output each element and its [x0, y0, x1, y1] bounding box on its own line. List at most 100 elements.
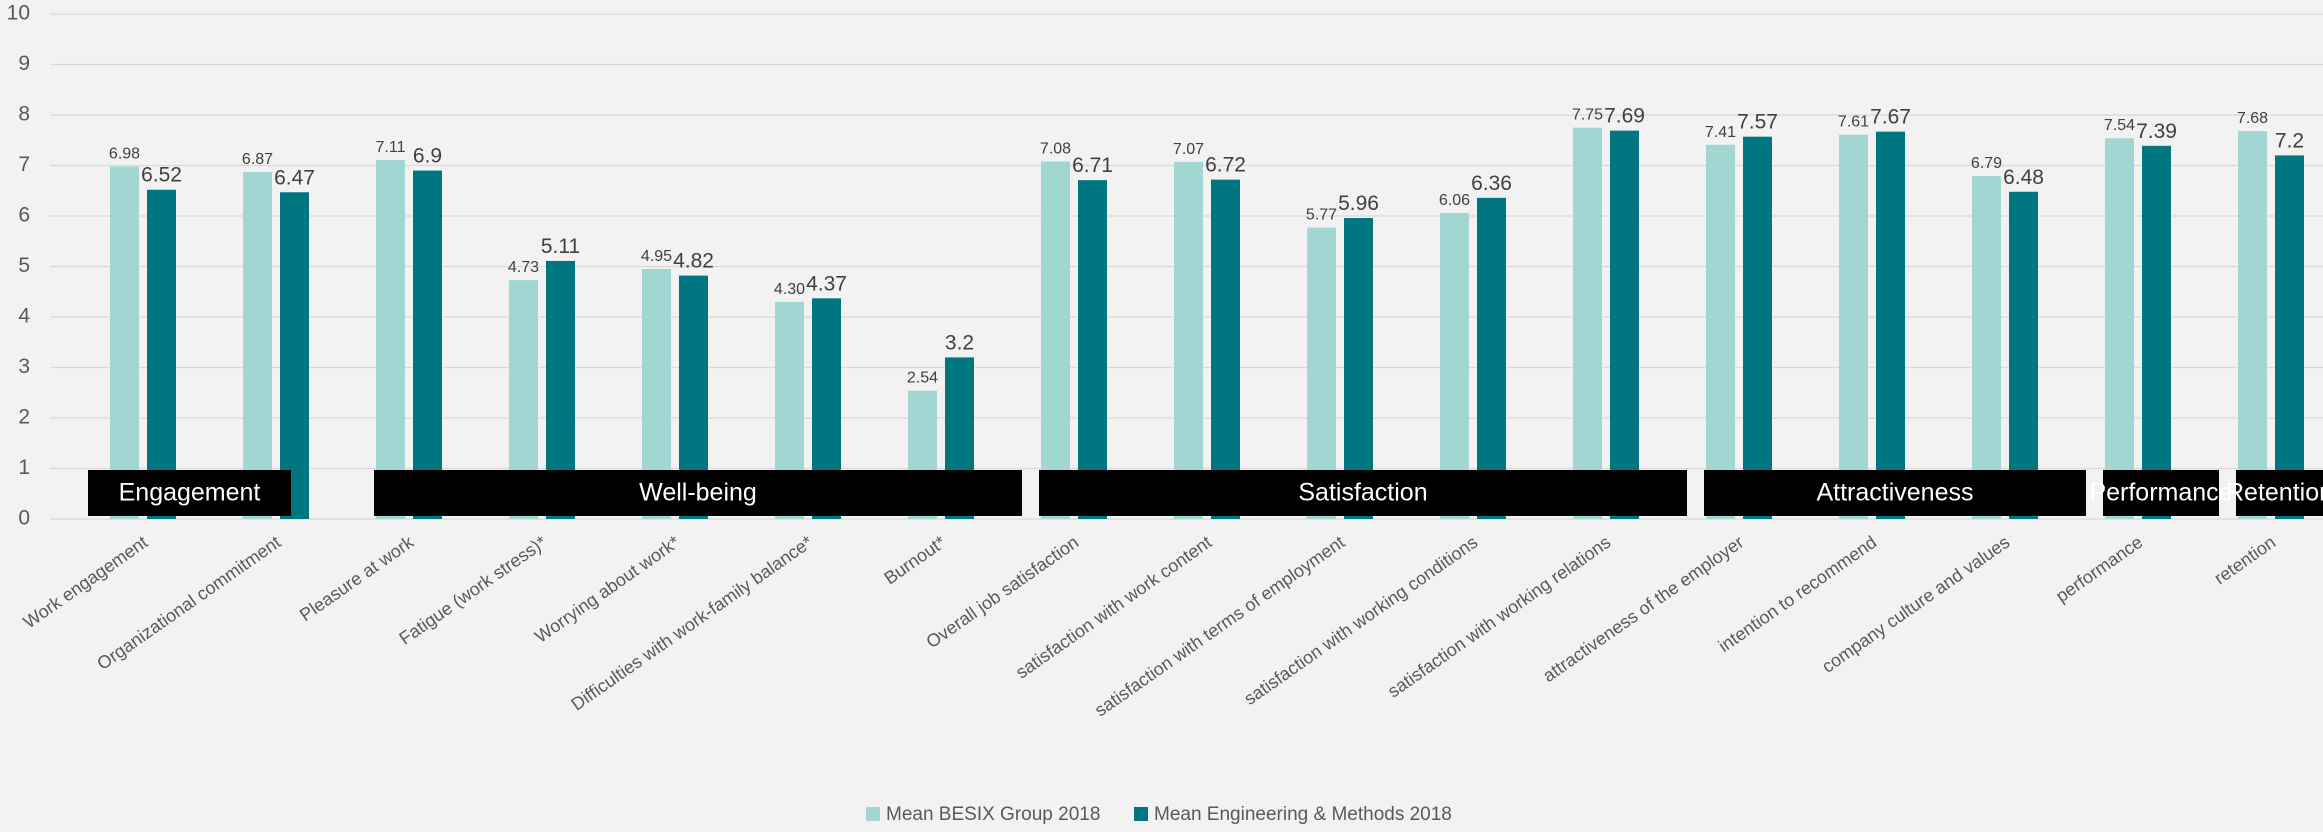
data-label: 3.2 [945, 331, 974, 354]
legend-swatch [866, 807, 880, 821]
legend: Mean BESIX Group 2018 Mean Engineering & … [866, 804, 1452, 825]
y-tick-label: 6 [18, 204, 30, 227]
data-label: 6.87 [242, 151, 273, 168]
data-label: 7.69 [1604, 105, 1645, 128]
data-label: 6.98 [109, 146, 140, 163]
data-label: 5.77 [1306, 207, 1337, 224]
data-label: 6.79 [1971, 155, 2002, 172]
x-tick-label: Work engagement [20, 532, 152, 633]
x-tick-label: retention [2210, 532, 2279, 589]
x-tick-label: Difficulties with work-family balance* [567, 532, 816, 715]
data-label: 7.67 [1870, 106, 1911, 129]
group-banner [2236, 470, 2323, 516]
x-tick-label: Fatigue (work stress)* [395, 532, 550, 649]
data-label: 7.11 [376, 139, 406, 156]
data-label: 6.47 [274, 166, 315, 189]
y-tick-label: 10 [7, 2, 30, 25]
group-banner-label: Performance [2089, 479, 2232, 507]
category-group-banners: Engagement Well-being Satisfaction Attracti… [88, 470, 2323, 516]
bar-series-2 [2009, 191, 2038, 519]
bar-series-1 [1174, 161, 1203, 519]
y-tick-label: 1 [18, 456, 30, 479]
x-tick-label: satisfaction with working relations [1384, 532, 1614, 702]
data-label: 7.2 [2275, 129, 2304, 152]
data-label: 6.72 [1205, 154, 1246, 177]
bar-series-2 [2275, 155, 2304, 519]
bar-series-2 [2142, 145, 2171, 519]
y-axis-ticks: 0 1 2 3 4 5 6 7 8 9 10 [7, 2, 31, 530]
data-label: 4.95 [641, 248, 672, 265]
data-label: 7.75 [1572, 107, 1603, 124]
bar-series-2 [147, 189, 176, 520]
data-label: 4.37 [806, 272, 847, 295]
data-label: 6.36 [1471, 172, 1512, 195]
bar-series-2 [1078, 180, 1107, 519]
data-label: 7.07 [1173, 141, 1204, 158]
data-label: 7.68 [2237, 110, 2268, 127]
x-tick-label: Pleasure at work [296, 531, 418, 625]
data-label: 7.61 [1838, 114, 1869, 131]
group-banner-label: Engagement [119, 479, 261, 507]
bar-series-2 [280, 192, 309, 519]
bar-series-2 [1876, 131, 1905, 520]
group-banner [1704, 470, 2086, 516]
bar-series-1 [2105, 138, 2134, 520]
bar-series-1 [1041, 161, 1070, 519]
legend-label: Mean BESIX Group 2018 [886, 804, 1100, 825]
data-label: 6.06 [1439, 192, 1470, 209]
data-label: 7.54 [2104, 117, 2135, 134]
group-banner [374, 470, 1022, 516]
bar-series-1 [376, 159, 405, 519]
data-label: 7.08 [1040, 140, 1071, 157]
bar-series-2 [1610, 130, 1639, 519]
bar-series-1 [1706, 144, 1735, 520]
bar-series-2 [1477, 197, 1506, 519]
bar-series-2 [1211, 179, 1240, 519]
data-label: 7.39 [2136, 120, 2177, 143]
y-tick-label: 7 [18, 153, 30, 176]
data-label: 5.11 [541, 235, 580, 258]
group-banner-label: Retention [2226, 479, 2323, 507]
group-banner [1039, 470, 1687, 516]
data-label: 5.96 [1338, 192, 1379, 215]
group-banner [88, 470, 291, 516]
bar-series-1 [2238, 131, 2267, 519]
bar-series-2 [1344, 218, 1373, 519]
data-label: 2.54 [907, 370, 938, 387]
bar-series-2 [413, 170, 442, 520]
x-tick-label: satisfaction with terms of employment [1091, 532, 1348, 721]
group-banner-label: Attractiveness [1816, 479, 1973, 507]
bar-series-1 [110, 166, 139, 519]
data-label: 6.9 [413, 145, 442, 168]
bar-series-1 [1972, 176, 2001, 520]
group-banner-label: Well-being [639, 479, 757, 507]
x-tick-label: Burnout* [880, 532, 949, 589]
y-tick-label: 3 [18, 355, 30, 378]
x-tick-label: performance [2052, 532, 2146, 606]
data-label: 6.71 [1072, 154, 1113, 177]
bar-series-1 [243, 172, 272, 519]
legend-swatch [1134, 807, 1148, 821]
data-label: 6.48 [2003, 166, 2044, 189]
bars [110, 127, 2304, 520]
x-tick-label: satisfaction with working conditions [1240, 532, 1481, 709]
group-banner [2103, 470, 2219, 516]
data-label: 4.73 [508, 259, 539, 276]
legend-label: Mean Engineering & Methods 2018 [1154, 804, 1452, 825]
y-tick-label: 8 [18, 103, 30, 126]
y-tick-label: 0 [18, 507, 30, 530]
y-tick-label: 2 [18, 406, 30, 429]
x-tick-label: Worrying about work* [531, 532, 683, 647]
y-tick-label: 5 [18, 254, 30, 277]
bar-series-1 [1440, 212, 1469, 519]
data-labels: 6.98 6.87 7.11 4.73 4.95 4.30 2.54 7.08 7.07 5.77… [109, 105, 2304, 387]
bar-series-1 [1573, 127, 1602, 519]
bar-series-1 [1839, 134, 1868, 519]
y-tick-label: 4 [18, 305, 30, 328]
data-label: 6.52 [141, 164, 182, 187]
bar-series-2 [1743, 136, 1772, 519]
data-label: 4.82 [673, 250, 714, 273]
